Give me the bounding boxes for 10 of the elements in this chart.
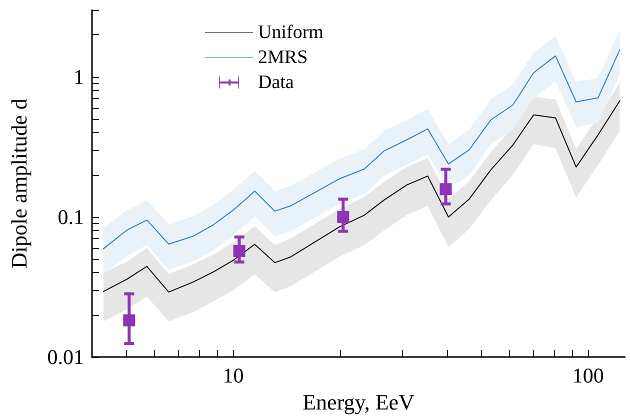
x-tick-label: 10	[222, 364, 244, 388]
y-tick-label: 1	[74, 64, 84, 89]
legend-label: 2MRS	[258, 47, 308, 68]
x-axis-title: Energy, EeV	[302, 390, 415, 414]
y-axis-title: Dipole amplitude d	[6, 98, 32, 268]
legend-label: Data	[258, 72, 294, 93]
legend-label: Uniform	[258, 22, 324, 43]
y-tick-label: 0.01	[47, 345, 84, 370]
x-tick-label: 100	[572, 364, 604, 388]
y-tick-label: 0.1	[58, 204, 84, 229]
